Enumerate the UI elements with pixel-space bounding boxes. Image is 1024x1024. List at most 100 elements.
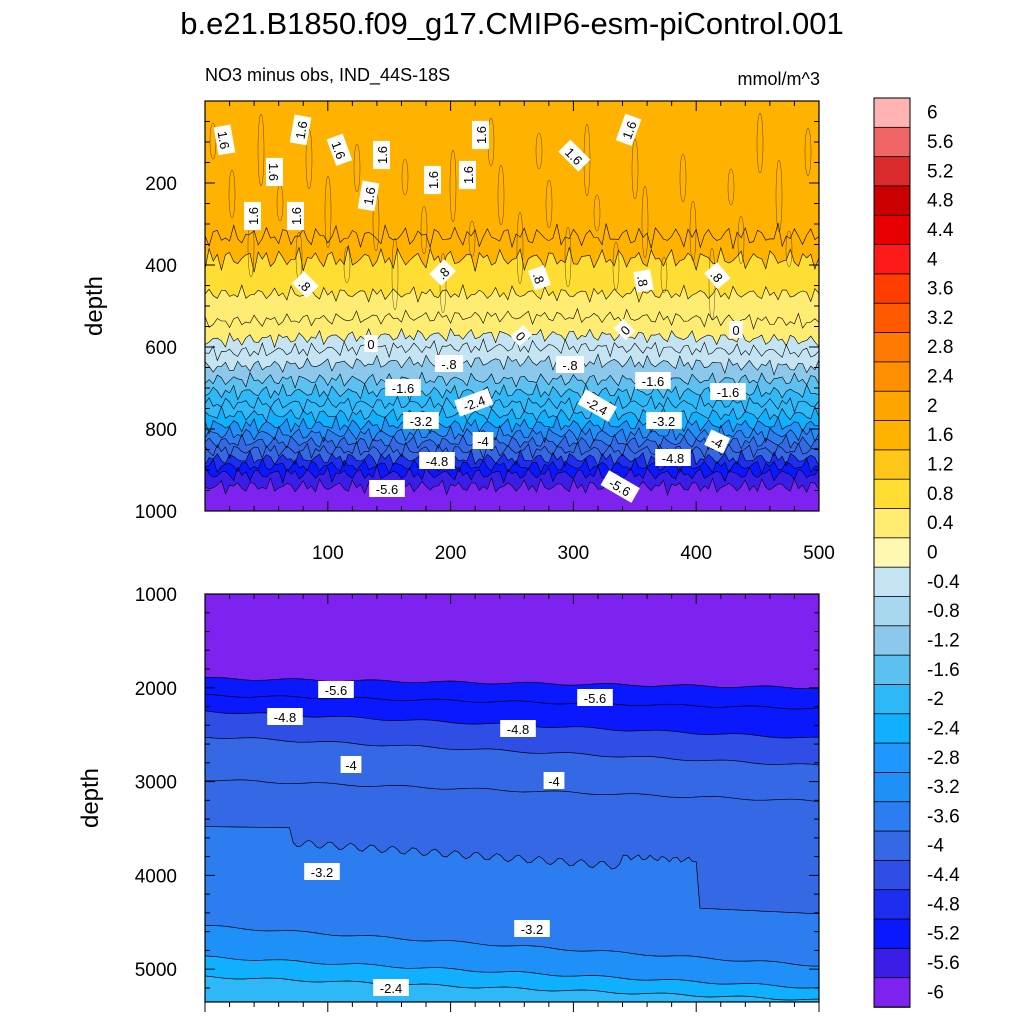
lower-contour-lines bbox=[205, 677, 819, 1001]
contour-label: -5.6 bbox=[369, 480, 405, 497]
colorbar-swatch bbox=[873, 390, 911, 422]
upper-panel: 1.6 1.61.6 1.61.6 1.61.61.61.61.6 1.61.6 1.6.… bbox=[81, 100, 835, 564]
colorbar-swatch bbox=[873, 625, 911, 656]
contour-label-box bbox=[577, 389, 617, 422]
upper-contour-streak bbox=[689, 200, 697, 262]
contour-label-text: 1.6 bbox=[619, 119, 639, 141]
colorbar-swatch bbox=[873, 332, 911, 363]
upper-contour-streak bbox=[497, 164, 505, 226]
colorbar-swatch bbox=[873, 361, 911, 393]
lower-fill-band bbox=[205, 955, 819, 1000]
lower-contour-line bbox=[205, 826, 819, 915]
colorbar-swatch bbox=[873, 596, 911, 627]
upper-fill-band bbox=[205, 458, 819, 483]
colorbar-label: -1.2 bbox=[927, 630, 960, 651]
upper-contour-streak bbox=[535, 132, 543, 170]
lower-fill-band bbox=[205, 779, 819, 914]
colorbar-label: 4.4 bbox=[927, 220, 954, 241]
colorbar-label: -4.4 bbox=[927, 865, 960, 886]
colorbar-swatch bbox=[873, 566, 911, 598]
upper-contour-streak bbox=[353, 143, 361, 193]
colorbar-label: 1.2 bbox=[927, 455, 953, 476]
colorbar: 6 5.6 5.2 4.8 4.4 4 3.6 3.2 2.8 2.4 2 1.6 1.2 0.8 0.4 0… bbox=[873, 97, 960, 1008]
upper-contour-streak bbox=[727, 168, 735, 206]
colorbar-swatch bbox=[873, 508, 911, 539]
upper-contour-labels: 1.6 1.61.6 1.61.6 1.61.61.61.61.6 1.61.6 1.6.… bbox=[213, 113, 746, 503]
contour-label: 1.6 bbox=[244, 201, 261, 231]
contour-label-box bbox=[600, 470, 640, 503]
contour-label-text: -2.4 bbox=[380, 981, 402, 996]
upper-fill-band bbox=[205, 384, 819, 413]
upper-contour-streak bbox=[401, 158, 409, 196]
contour-label: -3.2 bbox=[403, 412, 439, 429]
contour-label-text: -2.4 bbox=[461, 393, 487, 415]
colorbar-label: 4.8 bbox=[927, 191, 953, 212]
contour-label: -1.6 bbox=[385, 379, 421, 396]
contour-label: 1.6 bbox=[266, 157, 283, 187]
contour-label-text: -5.6 bbox=[325, 683, 347, 698]
y-tick-label: 800 bbox=[145, 420, 177, 441]
lower-contour-line bbox=[205, 955, 819, 989]
upper-contour-line bbox=[205, 307, 819, 330]
contour-label: .8 bbox=[633, 269, 654, 293]
colorbar-swatch bbox=[873, 801, 911, 832]
contour-label-box bbox=[369, 480, 405, 497]
contour-label-box bbox=[514, 920, 550, 937]
contour-label-text: -1.6 bbox=[392, 381, 414, 396]
colorbar-label: -2 bbox=[927, 689, 944, 710]
colorbar-label: 3.6 bbox=[927, 279, 953, 300]
colorbar-swatch bbox=[873, 302, 911, 334]
upper-contour-streak bbox=[545, 179, 553, 229]
contour-label: -3.2 bbox=[304, 863, 340, 880]
upper-contour-line bbox=[205, 476, 819, 496]
contour-label: 1.6 bbox=[289, 114, 312, 146]
contour-label-box bbox=[558, 139, 591, 172]
chart-units: mmol/m^3 bbox=[738, 69, 820, 89]
contour-label-text: -4 bbox=[708, 433, 725, 451]
upper-contour-streak bbox=[593, 194, 601, 232]
lower-y-tick-labels: 1000 2000 3000 4000 5000 bbox=[135, 585, 177, 981]
colorbar-swatch bbox=[873, 772, 911, 803]
contour-label-text: 1.6 bbox=[426, 171, 441, 189]
lower-contour-line bbox=[205, 736, 819, 766]
upper-axis-ticks bbox=[204, 100, 820, 512]
lower-axis-ticks bbox=[204, 593, 820, 1012]
y-tick-label: 600 bbox=[145, 338, 177, 359]
colorbar-label: 0 bbox=[927, 543, 938, 564]
upper-contour-streak bbox=[391, 237, 399, 311]
upper-contour-streak bbox=[612, 241, 620, 291]
upper-contour-streak bbox=[756, 112, 764, 174]
upper-fill-band bbox=[205, 434, 819, 459]
upper-fill-band bbox=[205, 328, 819, 361]
colorbar-label: 2.8 bbox=[927, 337, 953, 358]
upper-contour-line bbox=[205, 464, 819, 484]
colorbar-swatch bbox=[873, 126, 911, 158]
colorbar-swatch bbox=[873, 478, 911, 510]
contour-label: -1.6 bbox=[635, 372, 671, 389]
contour-label: -.8 bbox=[434, 355, 464, 372]
colorbar-swatch bbox=[873, 156, 911, 187]
contour-label-box bbox=[704, 429, 731, 454]
upper-contour-streak bbox=[420, 205, 428, 255]
contour-label-box bbox=[318, 681, 354, 698]
contour-label-text: 1.6 bbox=[461, 166, 476, 184]
contour-label-text: -4.8 bbox=[507, 722, 529, 737]
contour-label: -4.8 bbox=[267, 708, 303, 725]
contour-label-box bbox=[304, 863, 340, 880]
upper-contour-streak bbox=[468, 220, 476, 258]
colorbar-swatch bbox=[873, 654, 911, 686]
x-tick-label: 200 bbox=[435, 543, 467, 564]
colorbar-label: -0.4 bbox=[927, 572, 960, 593]
upper-contour-streak bbox=[641, 185, 649, 259]
contour-label-text: -.8 bbox=[562, 358, 577, 373]
contour-label-text: -3.2 bbox=[521, 922, 543, 937]
colorbar-swatch bbox=[873, 449, 911, 480]
contour-label-box bbox=[704, 262, 731, 290]
contour-label: -4 bbox=[340, 756, 362, 773]
contour-label-text: 1.6 bbox=[266, 163, 281, 181]
contour-label: .8 bbox=[527, 265, 552, 291]
upper-contour-streak bbox=[785, 230, 793, 268]
colorbar-swatch bbox=[873, 889, 911, 920]
contour-label-text: 1.6 bbox=[215, 130, 233, 150]
upper-contour-streak bbox=[343, 246, 351, 284]
